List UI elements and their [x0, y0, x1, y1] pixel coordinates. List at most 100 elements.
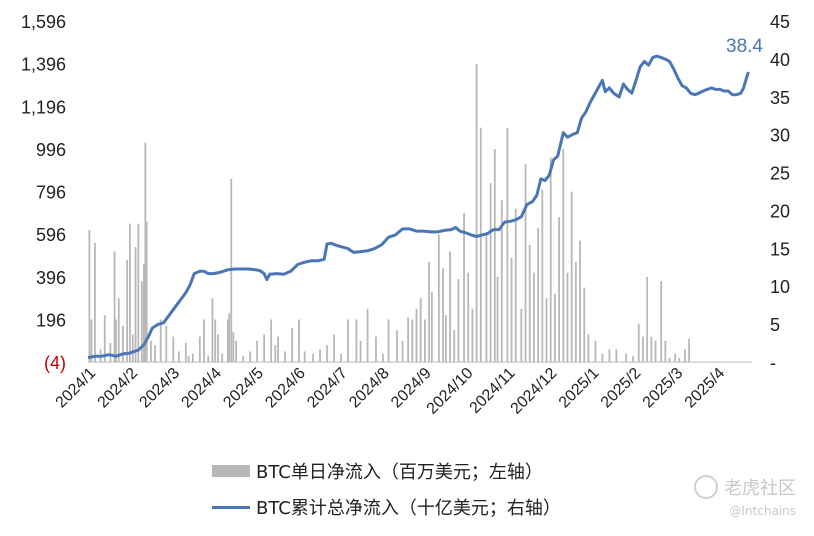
inflow-bar	[574, 261, 577, 363]
inflow-bar	[122, 325, 124, 363]
x-axis-tick-label: 2024/3	[136, 365, 183, 412]
x-axis-tick-label: 2024/2	[95, 365, 142, 412]
x-axis-tick-label: 2024/12	[508, 365, 561, 418]
inflow-bar	[103, 315, 106, 363]
inflow-bar	[401, 340, 404, 363]
inflow-bar	[437, 234, 440, 363]
x-axis-tick-label: 2024/7	[304, 365, 351, 412]
legend-line-label: BTC累计总净流入（十亿美元；右轴）	[256, 498, 561, 519]
inflow-bar	[506, 127, 509, 363]
inflow-bar	[533, 272, 535, 363]
right-axis-tick-label: 45	[770, 12, 790, 32]
inflow-bar	[583, 287, 586, 363]
legend-item-bar: BTC单日净流入（百万美元；左轴）	[212, 458, 543, 484]
legend-line-swatch	[212, 505, 250, 509]
inflow-bar	[232, 332, 235, 363]
inflow-bar	[256, 340, 259, 363]
inflow-bar	[528, 244, 531, 363]
inflow-bar	[615, 349, 618, 363]
inflow-bar	[587, 334, 590, 363]
inflow-bar	[221, 353, 224, 363]
inflow-bar	[207, 355, 210, 363]
inflow-bar	[553, 293, 556, 363]
inflow-bar	[514, 208, 517, 363]
inflow-bar	[642, 336, 644, 363]
right-axis-tick-label: 15	[770, 239, 790, 259]
x-axis-tick-label: 2024/6	[262, 365, 309, 412]
left-axis-tick-label: 596	[36, 225, 66, 245]
inflow-bar	[117, 298, 120, 363]
x-axis-tick-label: 2025/2	[598, 365, 645, 412]
inflow-bar	[382, 353, 384, 363]
cumulative-inflow-line	[87, 54, 750, 360]
watermark-handle: @Intchains	[729, 504, 796, 518]
left-axis-tick-label: 196	[36, 310, 66, 330]
inflow-bar	[419, 298, 422, 363]
inflow-bar	[570, 191, 573, 363]
inflow-bar	[407, 317, 410, 363]
inflow-bar	[333, 334, 335, 363]
inflow-bar	[165, 325, 168, 363]
inflow-bar	[453, 330, 456, 363]
x-axis-tick-label: 2024/4	[178, 365, 225, 412]
inflow-bar	[115, 319, 117, 363]
watermark: 老虎社区	[694, 474, 796, 500]
inflow-bar	[154, 345, 156, 363]
inflow-bar	[274, 345, 277, 363]
inflow-bar	[625, 353, 628, 363]
inflow-bar	[562, 149, 565, 363]
inflow-bar	[688, 338, 690, 363]
inflow-bar	[524, 163, 527, 363]
left-axis-tick-label: 1,596	[21, 12, 66, 32]
inflow-bar	[235, 340, 238, 363]
left-axis-tick-label: (4)	[44, 353, 66, 373]
inflow-bar	[177, 351, 180, 363]
inflow-bar	[319, 349, 321, 363]
inflow-bar	[131, 334, 134, 363]
inflow-bar	[375, 336, 377, 363]
left-axis-tick-label: 796	[36, 183, 66, 203]
inflow-bar	[137, 223, 140, 363]
inflow-bar	[217, 334, 219, 363]
inflow-bar	[109, 342, 112, 363]
inflow-bar	[637, 323, 640, 363]
inflow-bar	[558, 217, 560, 363]
left-axis-tick-label: 996	[36, 140, 66, 160]
inflow-bar	[126, 259, 129, 363]
x-axis-tick-label: 2025/4	[682, 365, 729, 412]
x-axis-tick-label: 2024/8	[346, 365, 393, 412]
right-axis-tick-label: 35	[770, 88, 790, 108]
inflow-bar	[263, 334, 266, 363]
inflow-bar	[203, 319, 205, 363]
inflow-bar	[601, 353, 604, 363]
inflow-bar	[632, 355, 635, 363]
inflow-bar	[387, 319, 390, 363]
legend-bar-swatch	[212, 465, 250, 477]
inflow-bar	[646, 276, 649, 363]
inflow-bar	[172, 336, 175, 363]
inflow-bar	[129, 223, 131, 363]
right-axis-tick-label: 40	[770, 50, 790, 70]
inflow-bar	[411, 319, 414, 363]
inflow-bar	[475, 63, 478, 363]
left-axis-tick-label: 396	[36, 268, 66, 288]
inflow-bar	[277, 336, 280, 363]
inflow-bar	[144, 142, 147, 363]
right-axis-tick-label: 20	[770, 201, 790, 221]
inflow-bar	[467, 272, 470, 363]
inflow-bar	[489, 183, 492, 363]
inflow-bar	[211, 298, 214, 363]
inflow-bar	[228, 313, 231, 363]
inflow-bar	[270, 319, 273, 363]
inflow-bar	[500, 200, 503, 363]
inflow-bar	[326, 345, 328, 363]
inflow-bar	[88, 230, 91, 363]
right-axis-tick-label: 30	[770, 126, 790, 146]
inflow-bar	[479, 127, 482, 363]
inflow-bar	[359, 340, 362, 363]
inflow-bar	[355, 319, 358, 363]
inflow-bar	[430, 291, 433, 363]
inflow-bar	[537, 227, 540, 363]
inflow-bar	[249, 351, 252, 363]
